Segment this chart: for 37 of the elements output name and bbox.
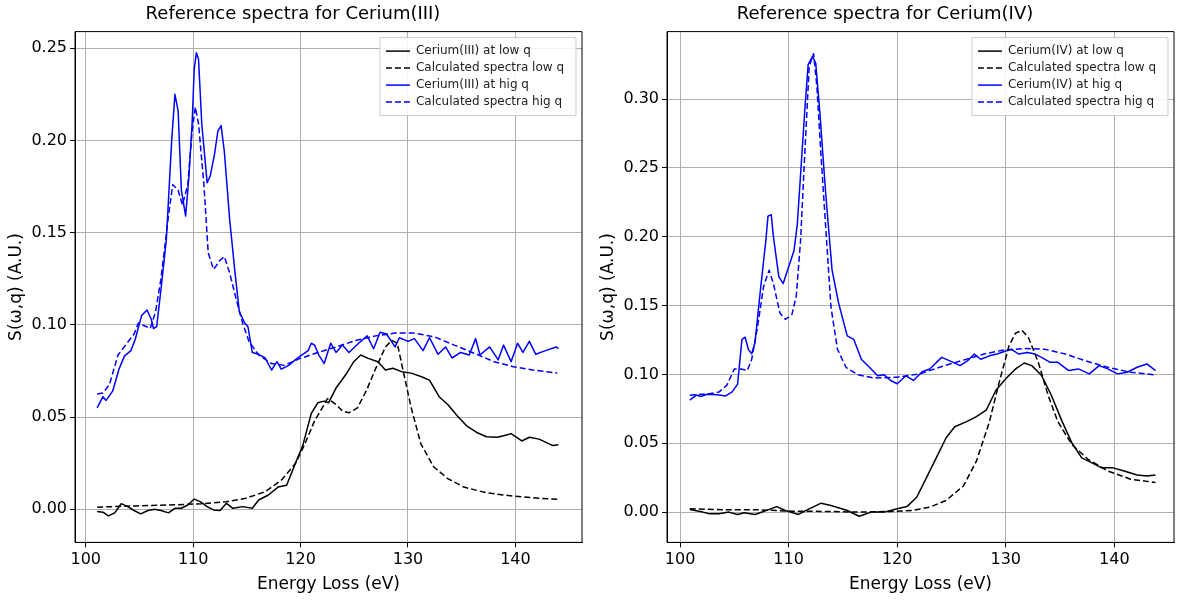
y-tick-label: 0.05	[623, 432, 660, 452]
y-tick-label: 0.05	[31, 406, 68, 426]
y-tick-label: 0.15	[623, 294, 660, 314]
x-axis-title: Energy Loss (eV)	[849, 573, 992, 594]
x-tick-label: 100	[664, 549, 696, 569]
x-tick-label: 120	[881, 549, 913, 569]
y-axis-title: S(ω,q) (A.U.)	[4, 233, 25, 341]
x-tick-label: 110	[177, 549, 209, 569]
x-tick-label: 130	[392, 549, 424, 569]
y-tick-label: 0.25	[623, 157, 660, 177]
chart-title: Reference spectra for Cerium(IV)	[736, 2, 1034, 24]
x-tick-label: 130	[990, 549, 1022, 569]
y-tick-label: 0.15	[31, 221, 68, 241]
y-tick-label: 0.00	[623, 501, 660, 521]
x-tick-label: 140	[1099, 549, 1130, 569]
legend-label: Calculated spectra low q	[1007, 60, 1157, 75]
y-tick-label: 0.20	[31, 129, 68, 149]
y-tick-label: 0.30	[623, 88, 660, 108]
x-tick-label: 140	[500, 549, 531, 569]
x-tick-label: 110	[773, 549, 804, 569]
legend-label: Cerium(III) at hig q	[415, 77, 529, 92]
y-axis-title: S(ω,q) (A.U.)	[596, 233, 617, 341]
legend-label: Cerium(III) at low q	[415, 43, 531, 58]
y-tick-label: 0.10	[623, 363, 660, 383]
x-tick-label: 120	[285, 549, 316, 569]
y-tick-label: 0.10	[31, 313, 68, 333]
x-axis-title: Energy Loss (eV)	[257, 573, 400, 594]
y-tick-label: 0.20	[623, 225, 660, 245]
legend-label: Calculated spectra low q	[415, 60, 565, 75]
x-tick-label: 100	[70, 549, 102, 569]
y-tick-label: 0.25	[31, 37, 68, 57]
chart-title: Reference spectra for Cerium(III)	[145, 2, 441, 24]
legend-label: Cerium(IV) at hig q	[1007, 77, 1123, 92]
legend-label: Calculated spectra hig q	[415, 94, 563, 109]
legend-label: Cerium(IV) at low q	[1007, 43, 1124, 58]
legend-label: Calculated spectra hig q	[1007, 94, 1155, 109]
y-tick-label: 0.00	[31, 498, 68, 518]
